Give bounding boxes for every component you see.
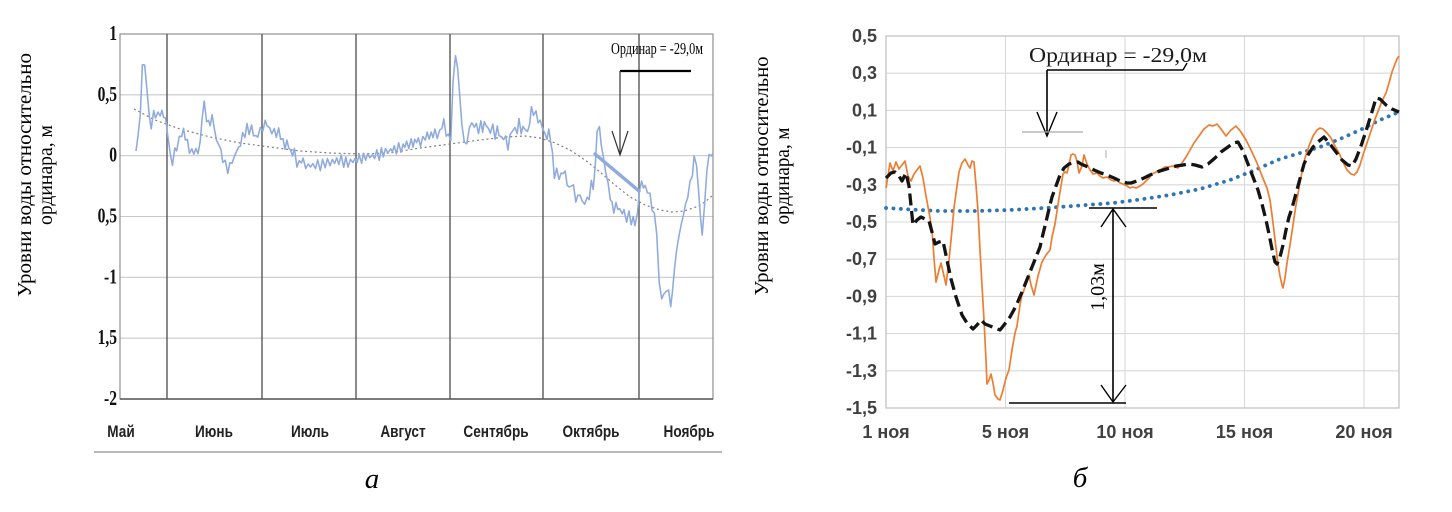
svg-text:1,03м: 1,03м — [1087, 263, 1109, 311]
svg-text:Октябрь: Октябрь — [563, 423, 620, 442]
svg-text:-0,5: -0,5 — [846, 212, 877, 232]
svg-text:Август: Август — [380, 423, 426, 442]
svg-text:Июль: Июль — [291, 423, 329, 442]
svg-text:15 ноя: 15 ноя — [1216, 422, 1273, 442]
svg-text:а: а — [365, 463, 380, 495]
svg-text:0,5: 0,5 — [98, 83, 117, 106]
svg-text:-0,1: -0,1 — [846, 138, 877, 158]
svg-text:0,1: 0,1 — [852, 100, 877, 120]
svg-text:0: 0 — [109, 144, 117, 167]
svg-text:20 ноя: 20 ноя — [1335, 422, 1392, 442]
svg-text:0,5: 0,5 — [98, 204, 117, 227]
svg-text:Сентябрь: Сентябрь — [463, 423, 528, 442]
svg-text:-1,5: -1,5 — [846, 398, 877, 418]
svg-text:Ординар = -29,0м: Ординар = -29,0м — [611, 39, 703, 58]
svg-text:Июнь: Июнь — [195, 423, 233, 442]
svg-text:1,5: 1,5 — [98, 326, 117, 349]
svg-text:ординара, м: ординара, м — [35, 125, 57, 225]
svg-text:-0,7: -0,7 — [846, 249, 877, 269]
svg-text:Уровни воды относительно: Уровни воды относительно — [751, 57, 773, 296]
svg-text:-0,3: -0,3 — [846, 175, 877, 195]
svg-text:1 ноя: 1 ноя — [862, 422, 909, 442]
svg-text:-0,9: -0,9 — [846, 286, 877, 306]
svg-text:Уровни воды относительно: Уровни воды относительно — [14, 53, 36, 297]
svg-text:0,3: 0,3 — [852, 63, 877, 83]
svg-text:0,5: 0,5 — [852, 26, 877, 46]
svg-text:5 ноя: 5 ноя — [982, 422, 1029, 442]
svg-text:-2: -2 — [104, 387, 117, 410]
svg-text:-1,3: -1,3 — [846, 361, 877, 381]
svg-text:1: 1 — [109, 22, 117, 45]
svg-text:-1,1: -1,1 — [846, 324, 877, 344]
svg-text:Май: Май — [107, 423, 134, 442]
svg-text:ординара, м: ординара, м — [772, 127, 794, 224]
svg-text:10 ноя: 10 ноя — [1096, 422, 1153, 442]
svg-text:-1: -1 — [104, 265, 117, 288]
svg-text:Ноябрь: Ноябрь — [664, 423, 715, 442]
svg-text:б: б — [1073, 462, 1089, 494]
svg-text:Ординар = -29,0м: Ординар = -29,0м — [1029, 43, 1207, 67]
